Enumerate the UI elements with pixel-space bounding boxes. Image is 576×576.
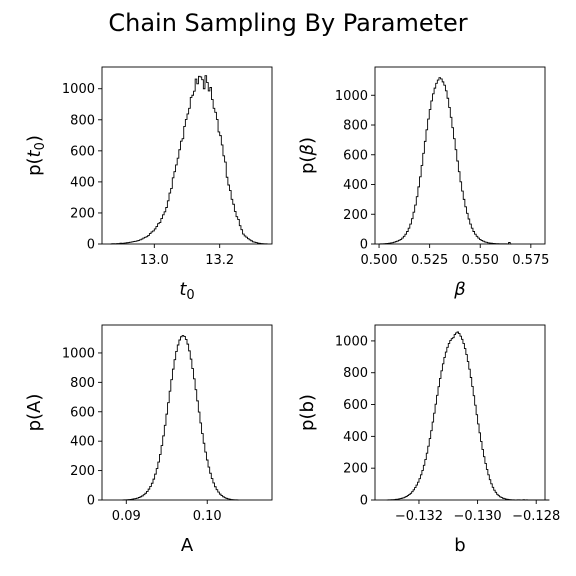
x-tick-label: −0.128 <box>512 509 560 524</box>
y-tick-label: 600 <box>343 398 368 413</box>
y-tick-label: 600 <box>70 405 95 420</box>
y-tick-label: 400 <box>70 435 95 450</box>
y-tick-label: 200 <box>343 208 368 223</box>
x-axis-label: b <box>454 535 465 556</box>
y-tick-label: 1000 <box>335 89 368 104</box>
x-tick-label: 0.550 <box>462 253 499 268</box>
panel-bottom-right: −0.132 −0.130 −0.128 0 200 400 600 800 1000 b p(b) <box>297 324 560 556</box>
histogram-step-line <box>386 331 550 501</box>
y-tick-label: 800 <box>343 119 368 134</box>
y-tick-label: 0 <box>87 238 95 253</box>
x-tick-label: 0.575 <box>512 253 549 268</box>
y-axis-label: p(A) <box>24 394 45 432</box>
y-tick-label: 800 <box>343 366 368 381</box>
x-tick-label: 0.10 <box>193 509 222 524</box>
y-tick-label: 1000 <box>62 346 95 361</box>
y-tick-label: 0 <box>87 494 95 509</box>
y-tick-label: 200 <box>343 462 368 477</box>
y-axis-label: p(t0) <box>24 135 48 176</box>
x-tick-label: 0.09 <box>112 509 141 524</box>
y-tick-label: 600 <box>343 148 368 163</box>
x-axis-label: β <box>453 279 466 300</box>
y-tick-label: 200 <box>70 206 95 221</box>
axes-frame <box>374 66 546 245</box>
y-tick-label: 1000 <box>62 82 95 97</box>
x-tick-label: −0.130 <box>454 509 502 524</box>
panel-bottom-left: 0.09 0.10 0 200 400 600 800 1000 Ap(A) <box>24 324 273 556</box>
x-tick-label: 13.0 <box>140 253 169 268</box>
axes-frame <box>101 66 273 245</box>
y-tick-label: 0 <box>360 238 368 253</box>
y-tick-label: 200 <box>70 464 95 479</box>
y-tick-label: 800 <box>70 376 95 391</box>
y-tick-label: 400 <box>70 175 95 190</box>
x-axis-label: t0 <box>179 279 194 303</box>
panel-top-left: 13.0 13.2 0 200 400 600 800 1000 t0 p(t0) <box>24 66 273 303</box>
y-tick-label: 0 <box>360 494 368 509</box>
y-tick-label: 400 <box>343 430 368 445</box>
axes-frame <box>374 324 546 501</box>
x-tick-label: 13.2 <box>205 253 234 268</box>
y-tick-label: 1000 <box>335 334 368 349</box>
histogram-step-line <box>110 75 268 245</box>
y-tick-label: 600 <box>70 144 95 159</box>
panel-top-right: 0.500 0.525 0.550 0.575 0 200 400 600 800 1000 β p(… <box>297 66 549 300</box>
x-tick-label: 0.500 <box>360 253 397 268</box>
y-tick-label: 400 <box>343 178 368 193</box>
histogram-step-line <box>379 77 512 245</box>
x-axis-label: A <box>181 535 194 556</box>
histogram-step-line <box>122 335 239 501</box>
y-axis-label: p(β) <box>297 137 318 174</box>
figure-title: Chain Sampling By Parameter <box>108 9 467 37</box>
x-tick-label: 0.525 <box>411 253 448 268</box>
axes-frame <box>101 324 273 501</box>
y-axis-label: p(b) <box>297 394 318 431</box>
x-tick-label: −0.132 <box>395 509 443 524</box>
y-tick-label: 800 <box>70 113 95 128</box>
